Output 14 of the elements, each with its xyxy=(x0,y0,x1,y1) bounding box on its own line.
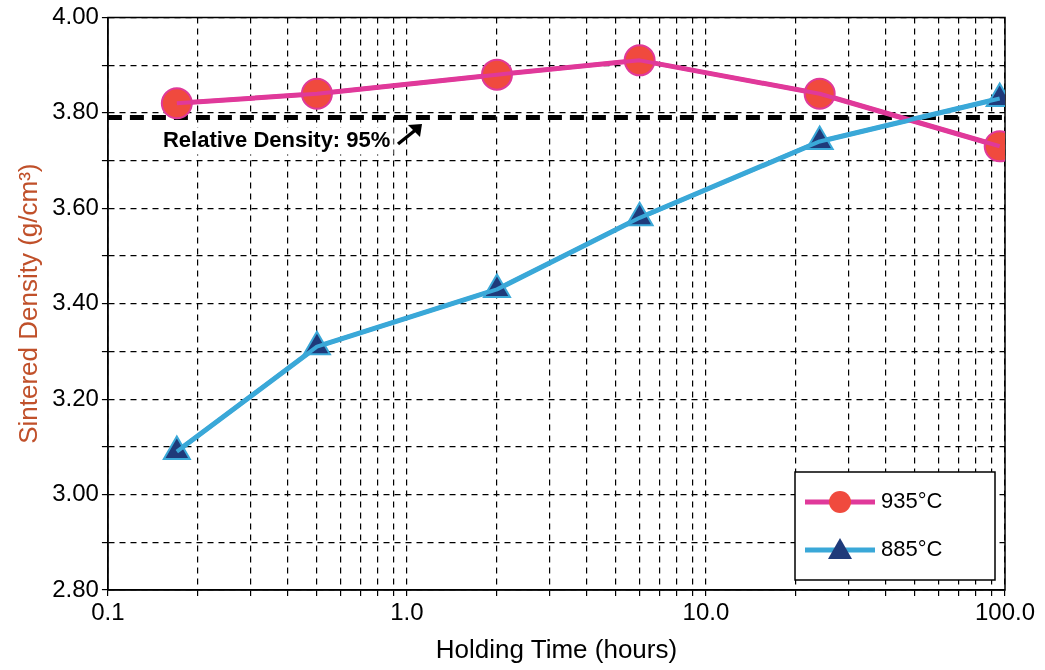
x-tick-label: 1.0 xyxy=(390,598,424,626)
annotation: Relative Density: 95% xyxy=(162,126,391,152)
y-tick-label: 3.80 xyxy=(52,97,99,125)
x-axis-title: Holding Time (hours) xyxy=(435,633,678,664)
y-tick-label: 3.60 xyxy=(52,192,99,220)
x-tick-label: 100.0 xyxy=(974,598,1036,626)
y-tick-label: 3.40 xyxy=(52,288,99,316)
y-axis-title: Sintered Density (g/cm³) xyxy=(12,163,43,444)
legend-label: 935°C xyxy=(881,488,943,514)
y-tick-label: 4.00 xyxy=(52,2,99,30)
y-tick-label: 3.00 xyxy=(52,479,99,507)
y-tick-label: 3.20 xyxy=(52,383,99,411)
x-tick-label: 10.0 xyxy=(682,598,730,626)
legend-label: 885°C xyxy=(881,536,943,562)
